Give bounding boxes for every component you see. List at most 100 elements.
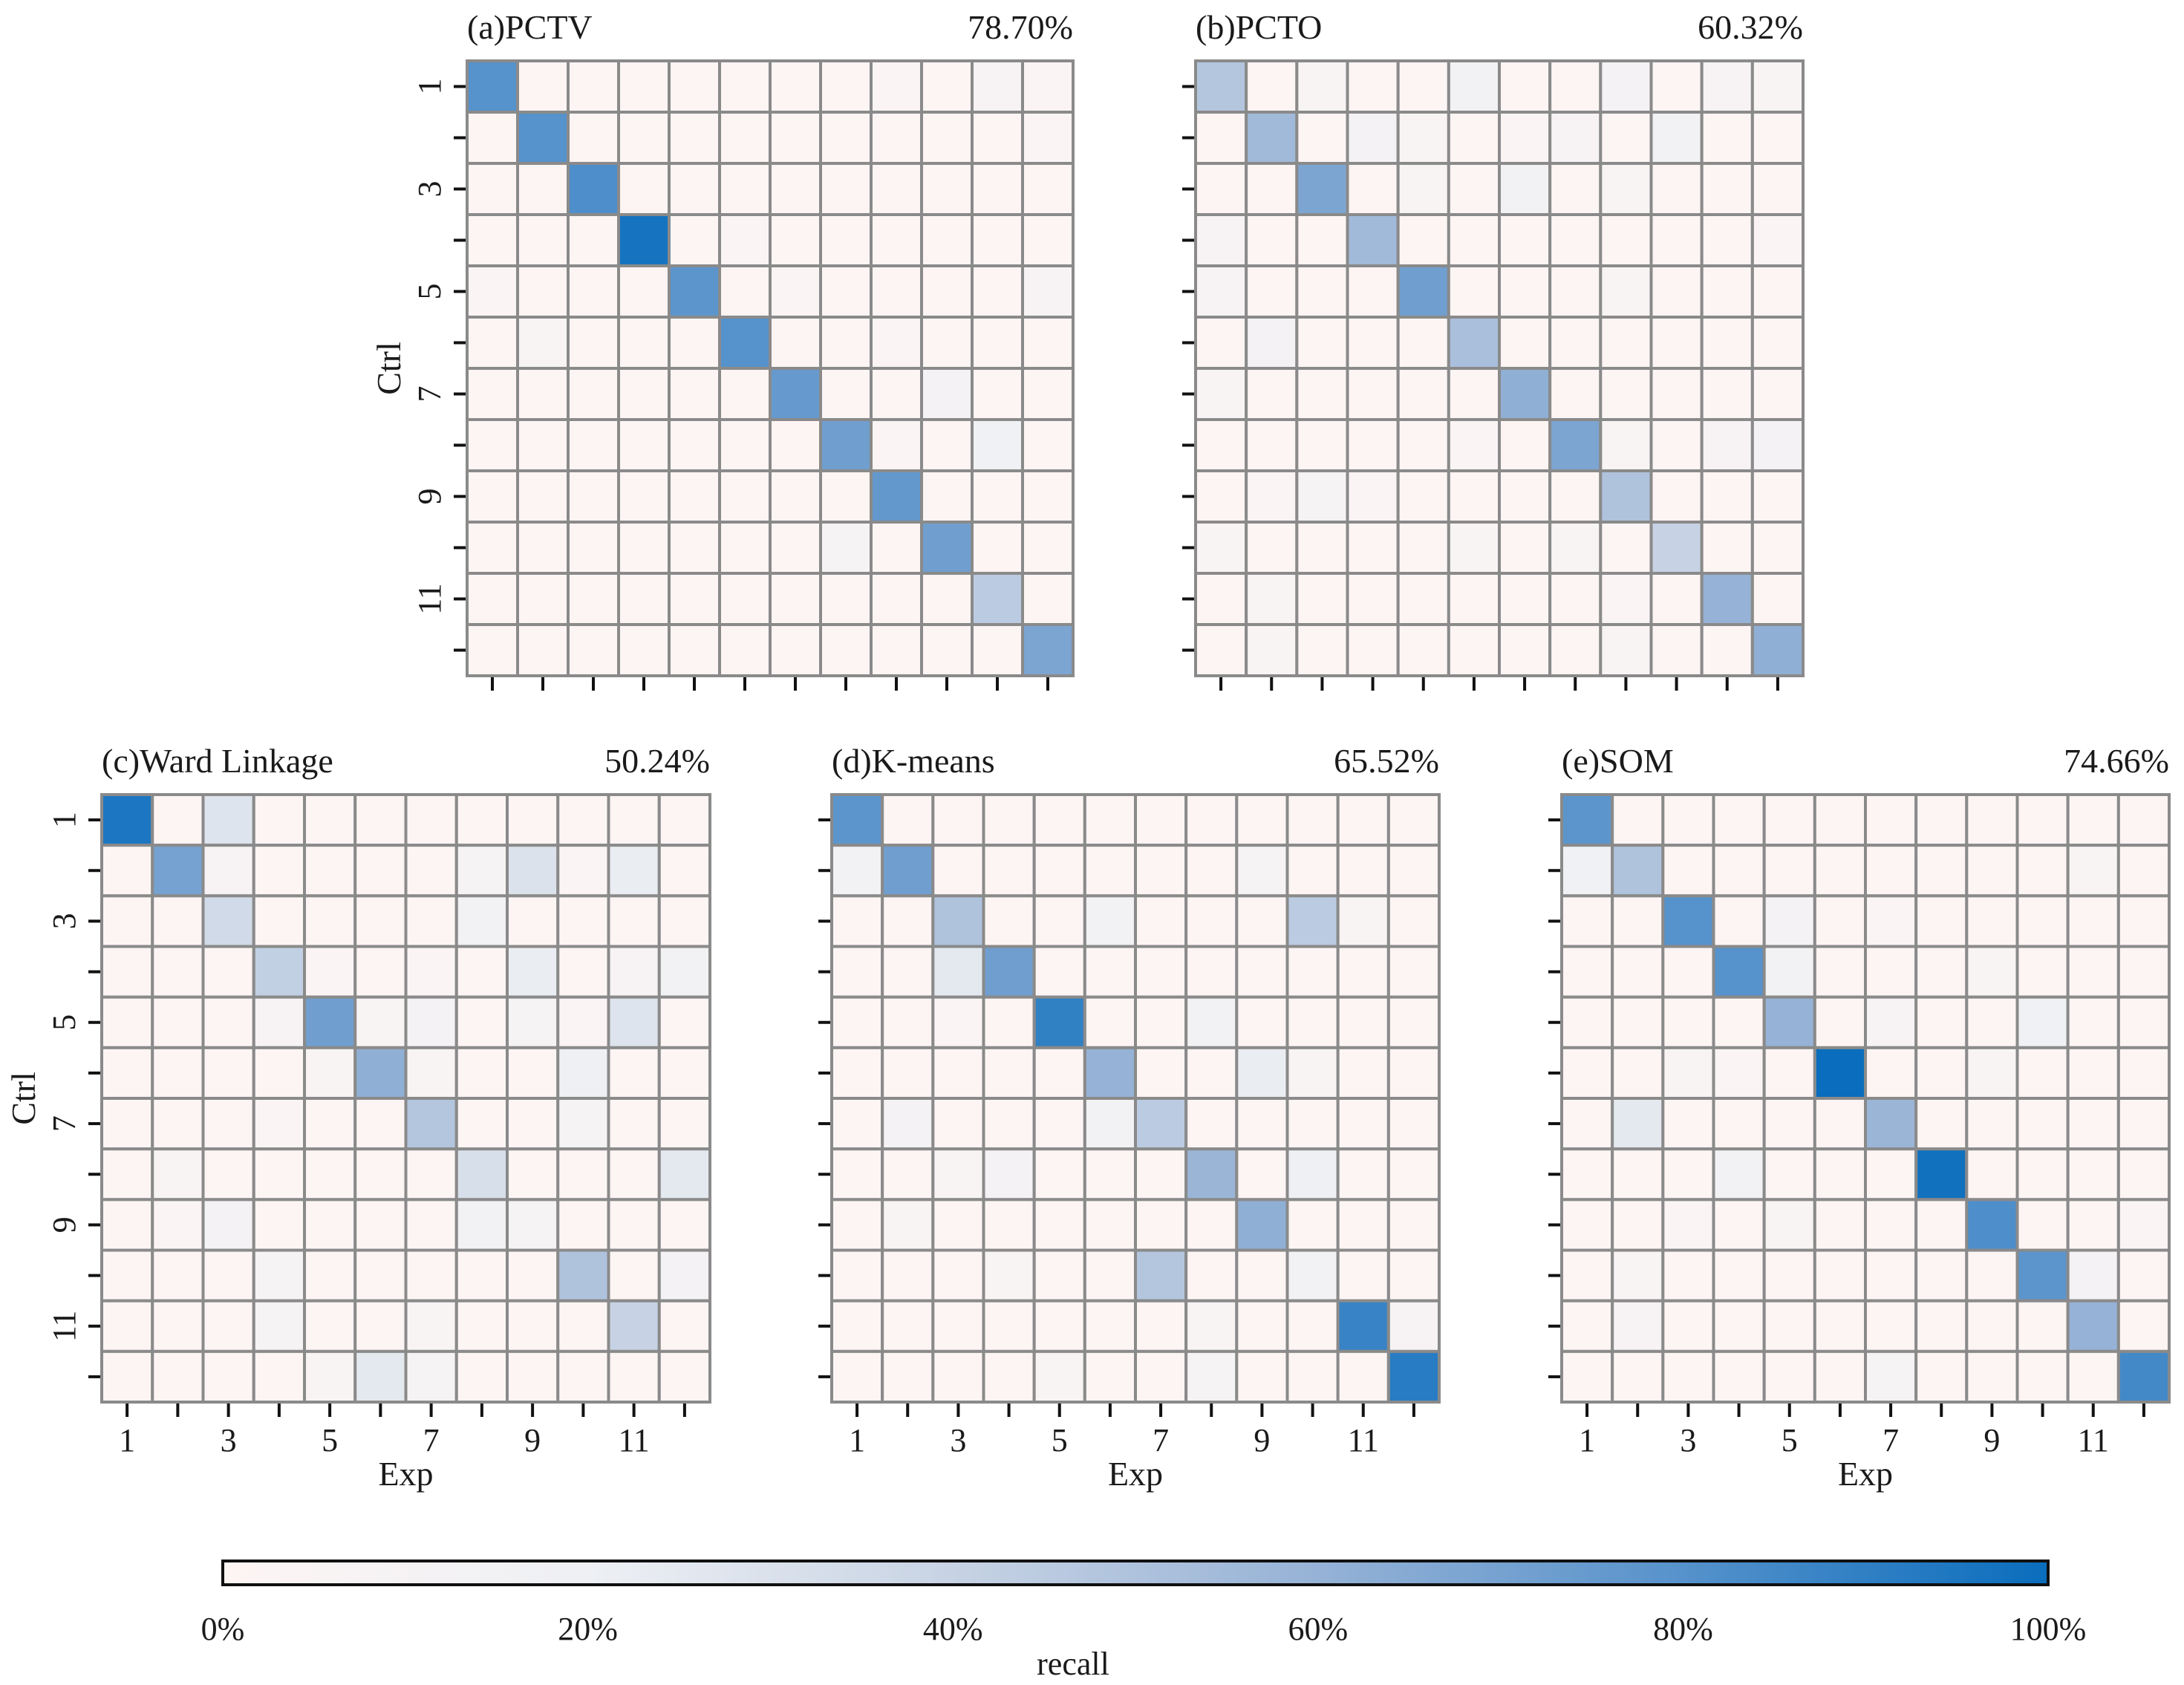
heatmap-cell (556, 1299, 610, 1353)
colorbar: 0% 20% 40% 60% 80% 100% recall (201, 1559, 2086, 1682)
heatmap-cell (1386, 995, 1441, 1049)
heatmap-cell (1965, 894, 2019, 948)
heatmap-cell (1245, 316, 1299, 370)
heatmap-cell (1649, 521, 1704, 575)
heatmap-cell (201, 945, 255, 999)
heatmap-cell (668, 469, 721, 524)
heatmap-cell (881, 1248, 935, 1303)
heatmap-cell (617, 316, 671, 370)
heatmap-cell (1661, 1349, 1715, 1404)
heatmap-cell (1611, 1097, 1665, 1151)
heatmap-cell (1813, 1349, 1867, 1404)
heatmap-cell (466, 213, 519, 267)
heatmap-cell (1914, 1299, 1969, 1353)
heatmap-cell (556, 1147, 610, 1202)
heatmap-cell (353, 1349, 408, 1404)
heatmap-cell (1762, 894, 1816, 948)
heatmap-cell (830, 1046, 884, 1101)
heatmap-cell (567, 367, 620, 421)
heatmap-cell (151, 1299, 205, 1353)
x-tick-label: 9 (524, 1422, 541, 1459)
heatmap-cell (303, 995, 357, 1049)
heatmap-cell (1295, 572, 1349, 626)
heatmap-cell (668, 162, 721, 216)
heatmap-cell (830, 894, 884, 948)
heatmap-cell (920, 623, 974, 677)
heatmap-cell (657, 1248, 711, 1303)
heatmap-cell (1235, 1248, 1289, 1303)
heatmap-cell (617, 162, 671, 216)
heatmap-cell (303, 945, 357, 999)
heatmap-cell (1599, 521, 1653, 575)
heatmap-cell (870, 367, 923, 421)
heatmap-cell (1134, 1046, 1188, 1101)
heatmap-cell (870, 521, 923, 575)
heatmap-cell (506, 1299, 560, 1353)
heatmap-cell (1864, 945, 1918, 999)
heatmap-cell (2116, 894, 2171, 948)
heatmap-cell (1813, 1248, 1867, 1303)
heatmap-cell (1021, 264, 1075, 319)
heatmap-cell (1032, 1299, 1086, 1353)
heatmap-cell (607, 1349, 661, 1404)
heatmap-cell (201, 1248, 255, 1303)
heatmap-cell (881, 894, 935, 948)
x-axis-label: Exp (1838, 1455, 1893, 1493)
heatmap-cell (201, 1299, 255, 1353)
heatmap-cell (100, 894, 154, 948)
heatmap-cell (1700, 111, 1754, 165)
heatmap-cell (931, 1349, 985, 1404)
heatmap-cell (830, 1349, 884, 1404)
heatmap-cell (1235, 793, 1289, 847)
y-axis-ticks: 1 3 5 7 9 11 (411, 79, 466, 652)
heatmap-cell (657, 793, 711, 847)
heatmap-cell (1346, 469, 1400, 524)
heatmap-cell (1498, 623, 1552, 677)
heatmap-cell (617, 213, 671, 267)
heatmap-cell (303, 1248, 357, 1303)
heatmap-cell (1914, 1349, 1969, 1404)
heatmap-cell (1336, 995, 1390, 1049)
heatmap-cell (1336, 1299, 1390, 1353)
heatmap-cell (931, 1198, 985, 1252)
heatmap-cell (353, 1147, 408, 1202)
heatmap-cell (1599, 59, 1653, 114)
heatmap-cell (1813, 844, 1867, 898)
heatmap-cell (769, 623, 822, 677)
heatmap-cell (870, 264, 923, 319)
heatmap-cell (1346, 572, 1400, 626)
heatmap-cell (1548, 623, 1603, 677)
heatmap-cell (1712, 1299, 1766, 1353)
heatmap-cell (607, 1147, 661, 1202)
heatmap-cell (2066, 1349, 2120, 1404)
heatmap-cell (404, 1097, 458, 1151)
heatmap-cell (607, 1248, 661, 1303)
heatmap-cell (931, 894, 985, 948)
heatmap-cell (657, 945, 711, 999)
heatmap-cell (1336, 1046, 1390, 1101)
heatmap-cell (100, 1349, 154, 1404)
heatmap-cell (668, 111, 721, 165)
heatmap-cell (1386, 1046, 1441, 1101)
heatmap-cell (1235, 1299, 1289, 1353)
heatmap-cell (1750, 367, 1805, 421)
panel-title: (b)PCTO (1196, 8, 1322, 46)
heatmap-cell (657, 1097, 711, 1151)
heatmap-cell (1762, 1248, 1816, 1303)
heatmap-cell (1700, 59, 1754, 114)
heatmap-cell (2015, 1046, 2070, 1101)
heatmap-cell (353, 995, 408, 1049)
heatmap-cell (1194, 469, 1248, 524)
heatmap-cell (2066, 793, 2120, 847)
heatmap-cell (931, 1097, 985, 1151)
heatmap-cell (567, 623, 620, 677)
heatmap-cell (971, 418, 1024, 472)
heatmap-cell (870, 316, 923, 370)
heatmap-cell (1194, 264, 1248, 319)
heatmap-cell (1396, 623, 1450, 677)
heatmap-cell (2066, 1248, 2120, 1303)
heatmap-cell (1336, 1147, 1390, 1202)
heatmap-cell (556, 844, 610, 898)
heatmap-panel-d: (d)K-means 65.52% 1 3 5 7 9 11 Exp (818, 742, 1441, 1493)
heatmap-cell (1813, 945, 1867, 999)
